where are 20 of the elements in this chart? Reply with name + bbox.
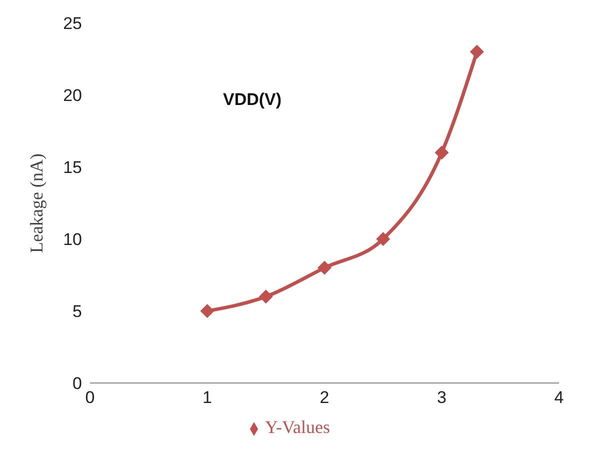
point [200,304,214,318]
x-tick-label: 0 [85,388,95,408]
point [318,260,332,275]
y-tick-label: 15 [63,158,82,178]
y-axis-title: Leakage (nA) [26,154,46,253]
x-tick-label: 2 [320,388,330,408]
y-tick-label: 25 [63,14,82,34]
legend-label: Y-Values [265,417,330,437]
x-tick-label: 4 [554,388,564,408]
x-tick-label: 3 [437,388,446,408]
x-tick-label: 1 [202,388,212,408]
annotation: VDD(V) [223,90,282,110]
y-tick-label: 0 [72,374,82,394]
y-tick-label: 20 [63,86,82,106]
y-tick-label: 5 [72,302,82,322]
point [470,44,484,59]
y-tick-label: 10 [63,230,82,250]
point [434,146,449,160]
point [258,290,273,304]
point [376,232,390,246]
